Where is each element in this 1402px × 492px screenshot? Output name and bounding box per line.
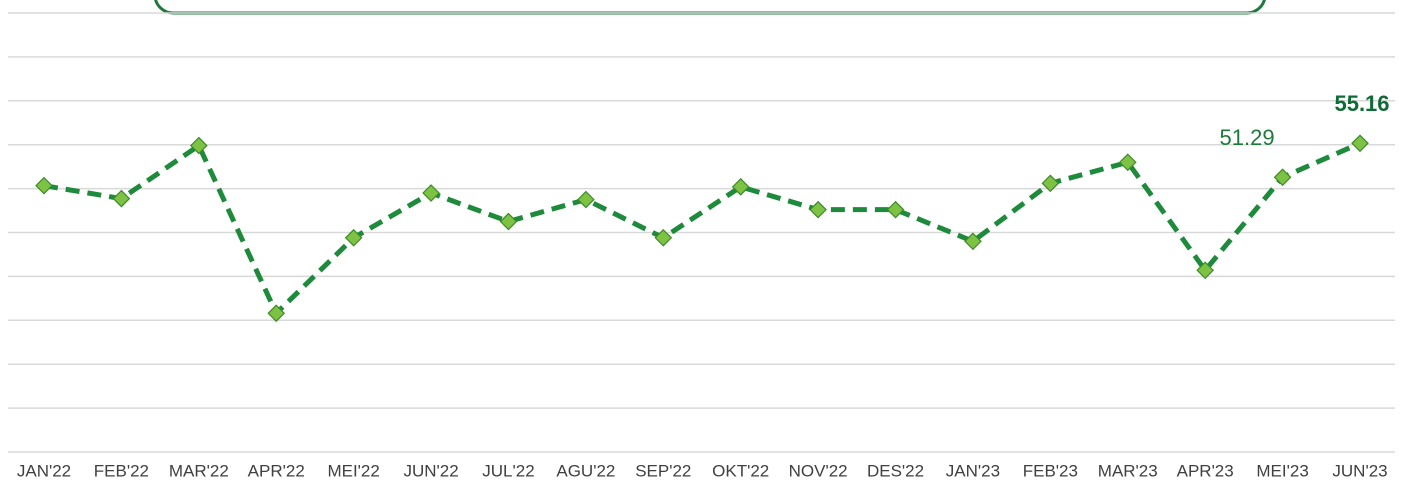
marker — [731, 177, 750, 196]
x-tick-label: NOV'22 — [789, 461, 848, 480]
marker — [267, 304, 286, 323]
marker — [964, 232, 982, 251]
data-label: 55.16 — [1334, 91, 1389, 116]
marker — [577, 190, 595, 209]
x-tick-label: JUN'23 — [1332, 461, 1387, 480]
marker — [422, 184, 440, 202]
marker — [1118, 153, 1137, 172]
x-tick-label: MAR'22 — [169, 461, 229, 480]
marker — [809, 200, 827, 219]
x-tick-label: JAN'22 — [17, 461, 71, 480]
x-tick-label: JUN'22 — [403, 461, 458, 480]
marker — [1351, 134, 1369, 153]
x-tick-label: SEP'22 — [635, 461, 691, 480]
x-tick-label: MEI'23 — [1256, 461, 1308, 480]
x-tick-label: APR'22 — [248, 461, 305, 480]
marker — [344, 228, 363, 247]
x-tick-label: JUL'22 — [482, 461, 534, 480]
x-tick-label: FEB'23 — [1023, 461, 1078, 480]
marker — [112, 189, 131, 208]
marker — [35, 176, 53, 195]
marker — [1273, 168, 1292, 187]
marker — [1041, 174, 1060, 193]
data-label: 51.29 — [1220, 125, 1275, 150]
x-tick-label: MAR'23 — [1098, 461, 1158, 480]
x-tick-label: FEB'22 — [94, 461, 149, 480]
x-tick-label: MEI'22 — [327, 461, 379, 480]
marker — [1196, 261, 1215, 280]
series-line — [43, 141, 1362, 318]
x-tick-label: APR'23 — [1177, 461, 1234, 480]
header-box — [154, 0, 1266, 15]
x-tick-label: OKT'22 — [712, 461, 769, 480]
x-tick-label: DES'22 — [867, 461, 924, 480]
marker — [886, 200, 905, 219]
x-tick-label: JAN'23 — [946, 461, 1000, 480]
marker — [189, 136, 208, 155]
marker — [499, 212, 518, 231]
x-tick-label: AGU'22 — [556, 461, 615, 480]
marker — [654, 228, 673, 247]
